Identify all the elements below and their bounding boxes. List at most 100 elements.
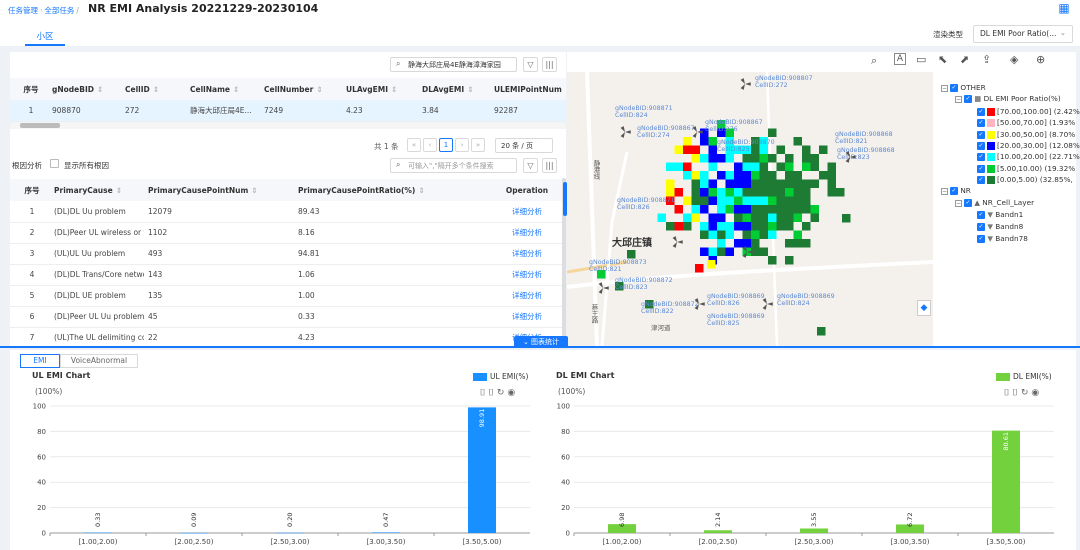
legend-range-item[interactable]: ✓ [30.00,50.00] (8.70% [977,130,1075,139]
cell-site-icon[interactable] [845,151,856,163]
breadcrumb: 任务管理 · 全部任务 / [8,6,79,15]
col-header-pointratio[interactable]: PrimaryCausePointRatio(%) ⇕ [294,179,484,201]
page-size-select[interactable]: 20 条 / 页 [495,138,553,153]
text-tool-icon[interactable]: A [894,53,906,65]
heatmap-cell [691,188,700,197]
dl-chart-tools[interactable]: ⌷⌷↻◉ [1004,388,1042,398]
band-icon: ▼ [987,234,993,243]
table-row[interactable]: 1 908870 272 静海大邱庄局4E... 7249 4.23 3.84 … [10,100,566,122]
pager-last-icon[interactable]: » [471,138,485,152]
breadcrumb-item-tasks[interactable]: 任务管理 [8,6,38,15]
legend-layer-nr-cell[interactable]: − ✓ ▲ NR_Cell_Layer [955,198,1035,207]
table-row[interactable]: 1 (DL)DL Uu problem 12079 89.43 详细分析 [10,201,566,223]
pager-prev-icon[interactable]: ‹ [423,138,437,152]
select-icon[interactable]: ⬉ [938,53,948,66]
legend-range-item[interactable]: ✓ [20.00,30.00] (12.08% [977,141,1080,150]
breadcrumb-item-all-tasks[interactable]: 全部任务 [44,6,75,15]
pager-page-current[interactable]: 1 [439,138,453,152]
tab-voice-abnormal[interactable]: VoiceAbnormal [60,354,138,368]
heatmap-cell [751,179,760,188]
ul-chart-tools[interactable]: ⌷⌷↻◉ [480,388,518,398]
search-icon[interactable]: ⌕ [871,54,878,67]
detail-analysis-link[interactable]: 详细分析 [484,243,566,265]
layers-icon[interactable]: ◈ [1010,53,1019,66]
tab-cell[interactable]: 小区 [25,30,65,46]
zoom-in-icon: ⌷ [480,388,489,398]
dl-chart-legend[interactable]: DL EMI(%) [996,372,1052,381]
horizontal-scrollbar[interactable] [10,122,566,129]
scrollbar-thumb[interactable] [20,123,60,128]
filter-icon[interactable]: ▽ [523,158,538,173]
columns-icon[interactable]: ||| [542,158,557,173]
table-row[interactable]: 3 (UL)UL Uu problem 493 94.81 详细分析 [10,243,566,265]
cell-site-icon[interactable] [740,78,751,90]
ul-chart-legend[interactable]: UL EMI(%) [473,372,528,381]
col-header-ulavgemi[interactable]: ULAvgEMI ⇕ [342,78,418,100]
chart-statistics-toggle[interactable]: ⌄ 图表统计 [514,336,568,348]
legend-range-item[interactable]: ✓ [70.00,100.00] (2.42% [977,107,1080,116]
legend-range-item[interactable]: ✓ [10.00,20.00] (22.71% [977,152,1080,162]
detail-analysis-link[interactable]: 详细分析 [484,285,566,307]
pager-first-icon[interactable]: « [407,138,421,152]
basemap-icon[interactable]: ⊕ [1036,53,1046,66]
heatmap-cell [700,128,709,137]
table-row[interactable]: 5 (DL)DL UE problem 135 1.00 详细分析 [10,285,566,307]
heatmap-cell [717,154,726,163]
table-row[interactable]: 6 (DL)Peer UL Uu problem 45 0.33 详细分析 [10,306,566,328]
legend-range-item[interactable]: ✓ [0.00,5.00) (32.85%, [977,175,1073,184]
cell-site-icon[interactable] [742,246,753,258]
pager-next-icon[interactable]: › [455,138,469,152]
detail-analysis-link[interactable]: 详细分析 [484,201,566,223]
col-header-primarycause[interactable]: PrimaryCause ⇕ [50,179,144,201]
cell-label-cellid: CellID:272 [755,82,788,89]
legend-band-n1[interactable]: ✓ ▼ Bandn1 [977,210,1024,219]
render-type-select[interactable]: DL EMI Poor Ratio(... ⌄ [973,25,1073,43]
col-header-cellnumber[interactable]: CellNumber ⇕ [260,78,342,100]
col-header-cellname[interactable]: CellName ⇕ [186,78,260,100]
cell-site-icon[interactable] [762,298,773,310]
vertical-scrollbar[interactable] [562,178,566,343]
legend-range-item[interactable]: ✓ [5.00,10.00) (19.32% [977,164,1075,173]
legend-band-n8[interactable]: ✓ ▼ Bandn8 [977,222,1024,231]
checkbox-checked-icon: ✓ [950,84,958,92]
cell-label-gnodebid: gNodeBID:908869 [707,293,765,300]
layer-switch-icon[interactable]: ◆ [917,300,931,316]
table-row[interactable]: 2 (DL)Peer UL wireless or t... 1102 8.16 详细分… [10,222,566,244]
cell-site-icon[interactable] [694,298,705,310]
ruler-icon[interactable]: ▭ [916,53,927,66]
cell-point-num: 1102 [144,222,294,244]
panel-resize-handle[interactable] [563,182,567,216]
polygon-select-icon[interactable]: ⬈ [960,53,970,66]
columns-icon[interactable]: ||| [542,57,557,72]
filter-icon[interactable]: ▽ [523,57,538,72]
cause-search-input[interactable]: ⌕ 可输入","隔开多个条件搜索 [390,158,517,173]
cell-site-icon[interactable] [672,236,683,248]
col-header-gnodebid[interactable]: gNodeBID ⇕ [48,78,121,100]
layout-toggle-icon[interactable]: ▦ [1058,1,1070,15]
table-row[interactable]: 7(UL)The UL delimiting co...224.23详细分析 [10,327,566,349]
cell-site-icon[interactable] [692,126,703,138]
legend-group-nr[interactable]: − ✓ NR [941,186,971,195]
legend-band-n78[interactable]: ✓ ▼ Bandn78 [977,234,1028,243]
export-icon[interactable]: ⇪ [982,53,992,66]
tab-emi[interactable]: EMI [20,354,60,368]
cell-site-icon[interactable] [598,282,609,294]
map-view[interactable]: gNodeBID:908807 CellID:272 gNodeBID:908871… [567,72,933,346]
col-header-ulemipointnum[interactable]: ULEMIPointNum [490,78,566,100]
legend-layer-dl-emi[interactable]: − ✓ ▦ DL EMI Poor Ratio(%) [955,94,1061,103]
col-header-cellid[interactable]: CellID ⇕ [121,78,186,100]
data-label: 0.33 [94,513,102,527]
cell-site-sector [677,240,683,244]
detail-analysis-link[interactable]: 详细分析 [484,222,566,244]
col-header-dlavgemi[interactable]: DLAvgEMI ⇕ [418,78,490,100]
detail-analysis-link[interactable]: 详细分析 [484,306,566,328]
show-all-causes-checkbox[interactable] [50,159,59,168]
col-header-pointnum[interactable]: PrimaryCausePointNum ⇕ [144,179,294,201]
legend-group-other[interactable]: − ✓ OTHER [941,83,986,92]
detail-analysis-link[interactable]: 详细分析 [484,264,566,286]
cell-search-input[interactable]: ⌕ 静海大邱庄局4E静海漳海家园 [390,57,517,72]
cell-site-icon[interactable] [620,126,631,138]
legend-range-item[interactable]: ✓ [50.00,70.00] (1.93% [977,118,1075,128]
